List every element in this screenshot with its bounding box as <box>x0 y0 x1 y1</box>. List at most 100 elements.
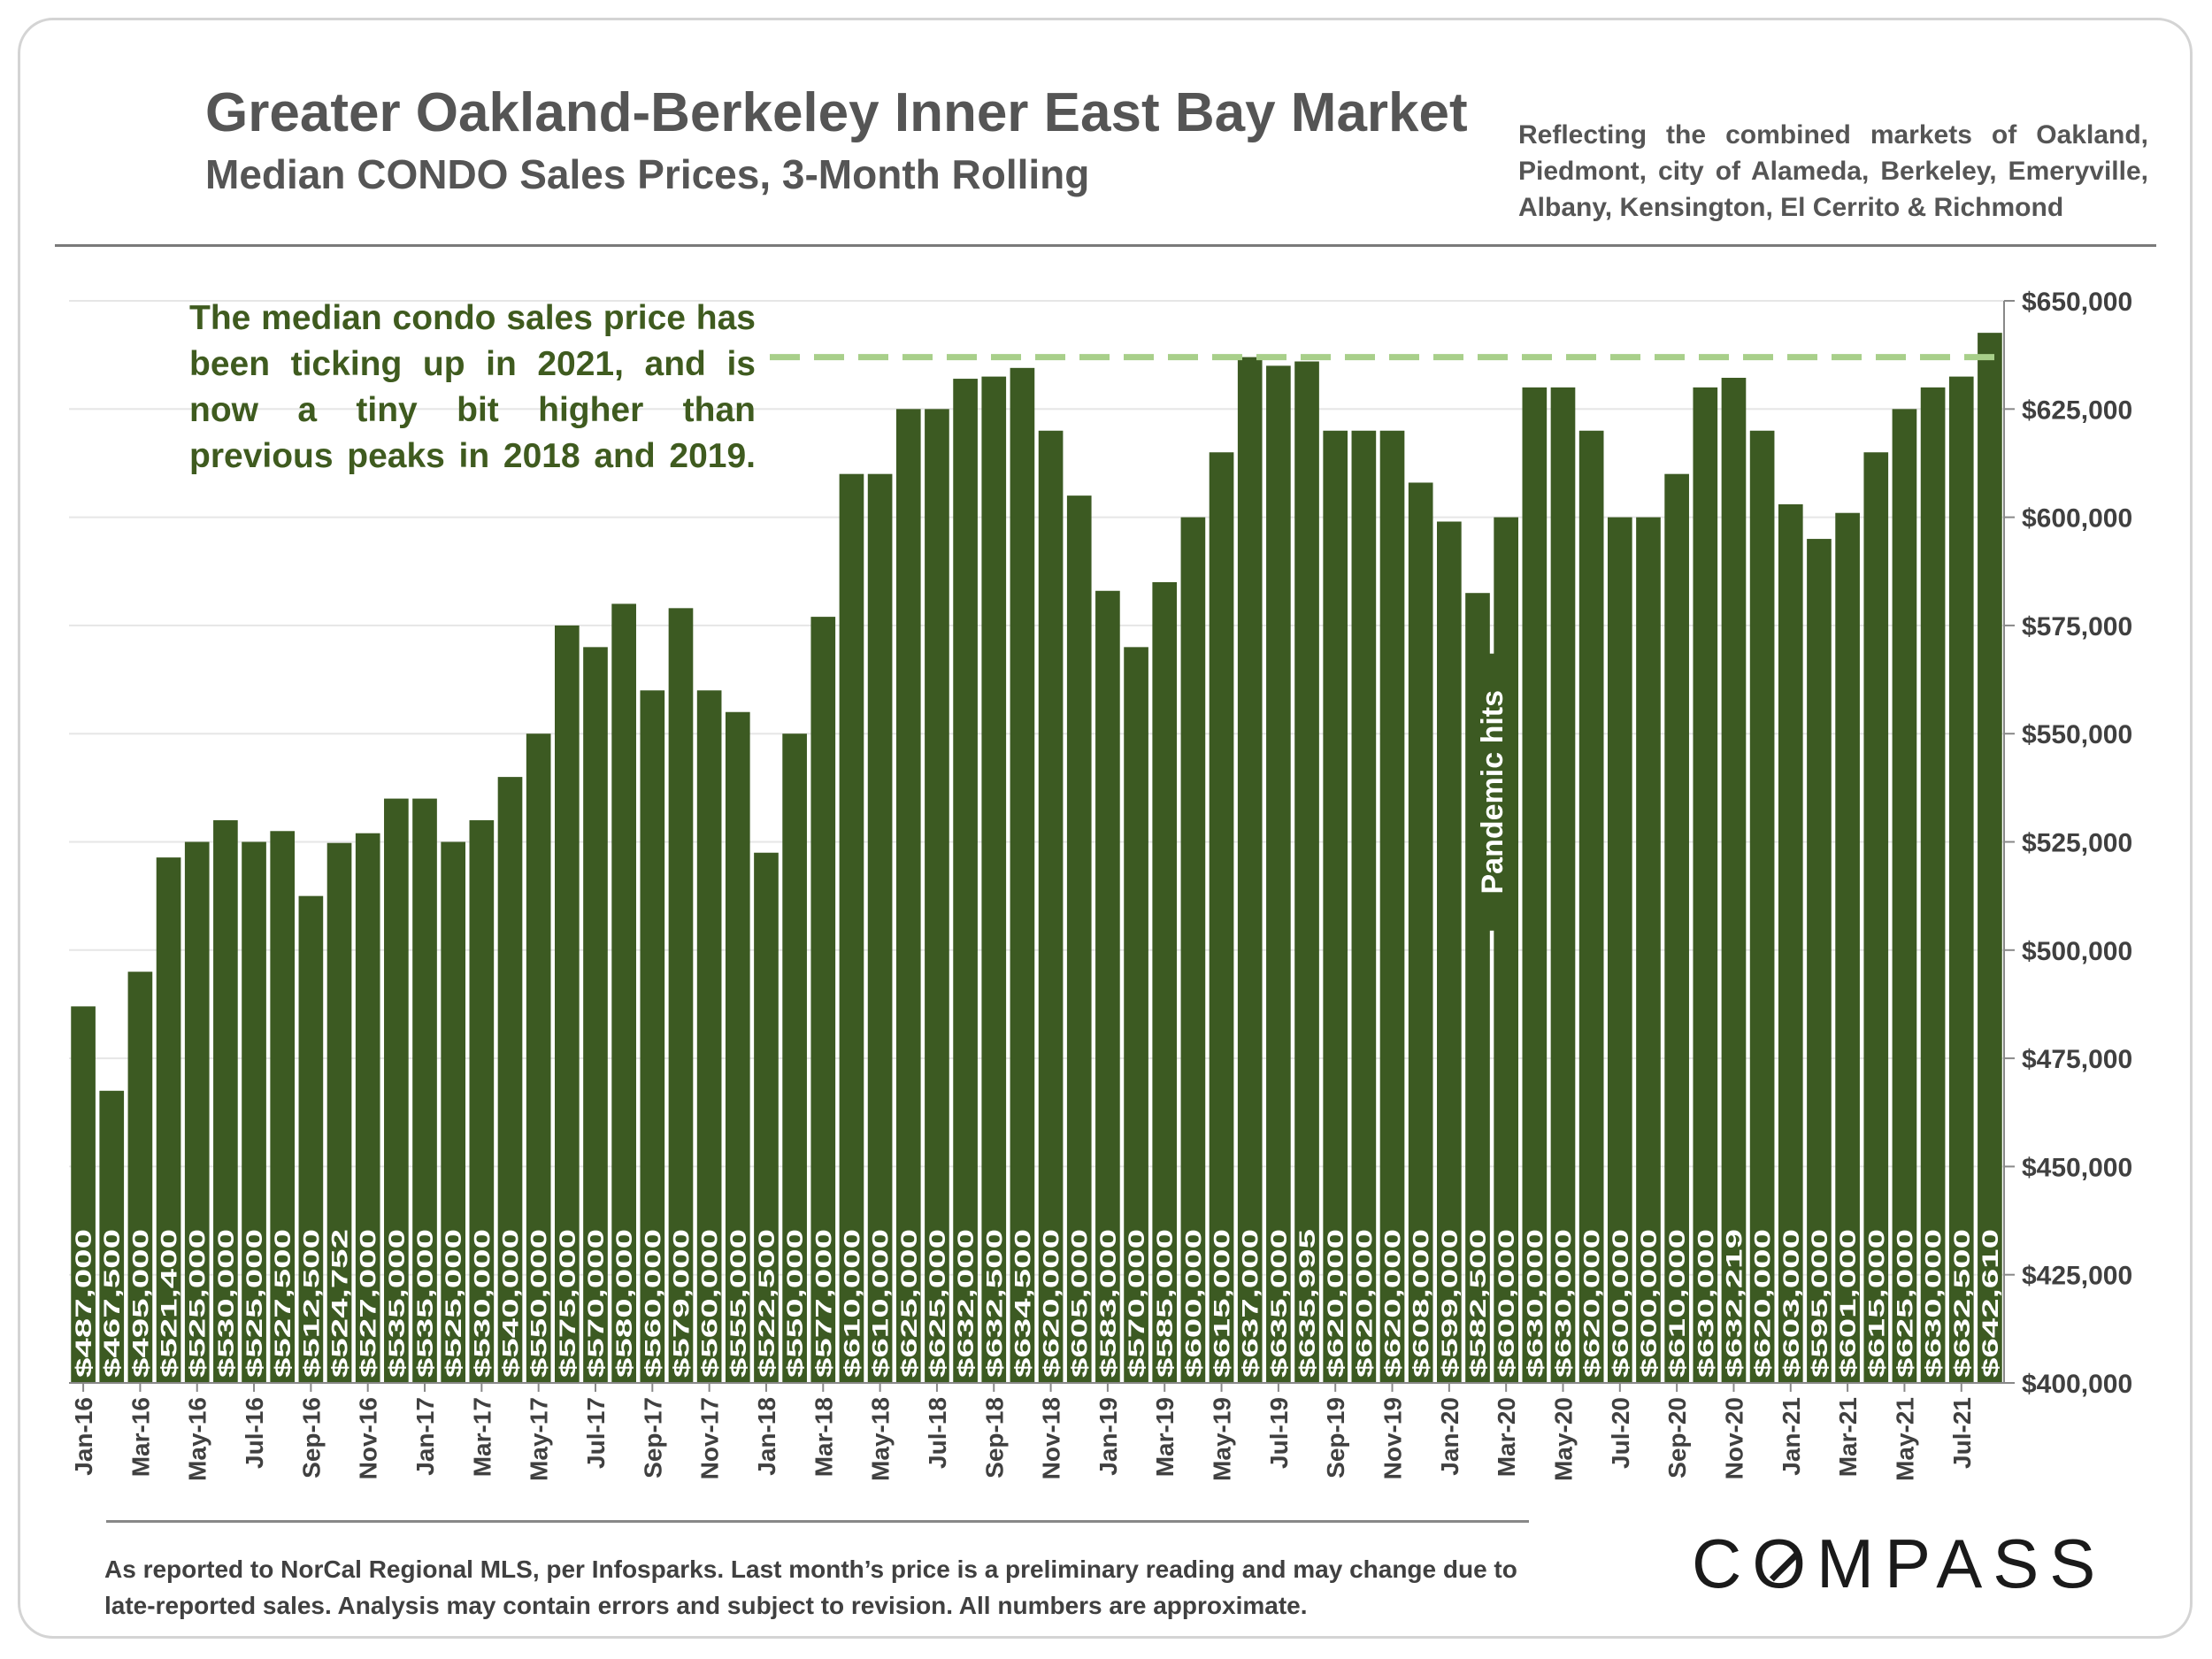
x-tick-label: Nov-17 <box>696 1397 724 1479</box>
y-tick-label: $475,000 <box>2022 1045 2132 1074</box>
bar <box>696 690 722 1383</box>
y-tick-label: $525,000 <box>2022 829 2132 858</box>
data-label: $637,000 <box>1239 1229 1263 1378</box>
bar <box>1095 590 1120 1383</box>
bar <box>810 617 836 1383</box>
data-label: $608,000 <box>1409 1229 1434 1378</box>
bar <box>1351 430 1377 1383</box>
bar <box>242 841 266 1383</box>
bar <box>611 603 636 1383</box>
data-label: $527,500 <box>271 1229 296 1378</box>
data-label: $495,000 <box>128 1229 153 1378</box>
data-label: $521,400 <box>157 1229 182 1378</box>
data-label: $630,000 <box>1551 1229 1576 1378</box>
bar <box>526 733 551 1383</box>
x-tick-label: Jul-21 <box>1948 1397 1976 1469</box>
data-label: $530,000 <box>214 1229 239 1378</box>
data-label: $550,000 <box>783 1229 808 1378</box>
x-tick-label: Jul-16 <box>241 1397 268 1469</box>
bar <box>1379 430 1405 1383</box>
bar <box>497 777 523 1383</box>
data-label: $467,500 <box>100 1229 125 1378</box>
y-tick-label: $600,000 <box>2022 504 2132 534</box>
bar <box>839 473 864 1384</box>
bar <box>71 1006 96 1383</box>
data-label: $620,000 <box>1580 1229 1605 1378</box>
bar <box>1066 495 1092 1383</box>
y-tick-label: $650,000 <box>2022 288 2132 317</box>
data-label: $632,000 <box>954 1229 979 1378</box>
x-tick-label: Jan-17 <box>411 1397 439 1476</box>
bar <box>1323 430 1348 1383</box>
x-tick-label: May-16 <box>184 1397 211 1481</box>
x-tick-label: May-18 <box>867 1397 895 1481</box>
data-label: $535,000 <box>385 1229 410 1378</box>
bar <box>326 842 352 1383</box>
bar <box>156 857 181 1383</box>
data-label: $580,000 <box>612 1229 637 1378</box>
data-label: $630,000 <box>1922 1229 1947 1378</box>
bar <box>1636 517 1661 1383</box>
data-label: $555,000 <box>726 1229 751 1378</box>
bar <box>925 409 949 1383</box>
data-label: $605,000 <box>1068 1229 1093 1378</box>
chart-title: Greater Oakland-Berkeley Inner East Bay … <box>205 82 1468 143</box>
data-label: $620,000 <box>1381 1229 1406 1378</box>
y-tick-label: $425,000 <box>2022 1262 2132 1291</box>
x-tick-label: Nov-20 <box>1720 1397 1747 1479</box>
market-coverage-note: Reflecting the combined markets of Oakla… <box>1518 120 2148 222</box>
bar <box>1152 581 1178 1383</box>
bar <box>1437 521 1462 1383</box>
data-label: $620,000 <box>1352 1229 1377 1378</box>
footer-divider <box>106 1520 1529 1523</box>
bar <box>1693 387 1718 1384</box>
data-label: $583,000 <box>1096 1229 1121 1378</box>
bar <box>1578 430 1604 1383</box>
bar <box>1010 367 1035 1384</box>
data-label: $579,000 <box>669 1229 694 1378</box>
bar <box>1863 452 1889 1384</box>
data-label: $615,000 <box>1864 1229 1889 1378</box>
data-label: $525,000 <box>242 1229 267 1378</box>
data-label: $635,000 <box>1267 1229 1292 1378</box>
bar <box>1749 430 1775 1383</box>
x-tick-label: Nov-18 <box>1038 1397 1065 1479</box>
data-label: $585,000 <box>1153 1229 1178 1378</box>
bar <box>668 608 694 1383</box>
data-label: $575,000 <box>556 1229 580 1378</box>
data-label: $625,000 <box>926 1229 950 1378</box>
bar <box>412 798 437 1383</box>
bar <box>754 852 779 1383</box>
data-label: $600,000 <box>1494 1229 1519 1378</box>
bar <box>127 972 153 1383</box>
bar <box>1978 333 2002 1384</box>
data-label: $535,000 <box>413 1229 438 1378</box>
bar <box>867 473 893 1384</box>
x-tick-label: Jan-19 <box>1094 1397 1122 1476</box>
data-label: $570,000 <box>584 1229 609 1378</box>
data-label: $620,000 <box>1751 1229 1776 1378</box>
y-tick-label: $550,000 <box>2022 720 2132 749</box>
x-tick-label: May-20 <box>1549 1397 1577 1481</box>
data-label: $582,500 <box>1466 1229 1491 1378</box>
x-tick-label: Jul-19 <box>1265 1397 1293 1469</box>
data-label: $600,000 <box>1609 1229 1633 1378</box>
data-label: $601,000 <box>1836 1229 1861 1378</box>
data-label: $527,000 <box>357 1229 381 1378</box>
data-label: $632,219 <box>1722 1229 1747 1378</box>
bar <box>1778 503 1803 1383</box>
bar <box>1237 357 1263 1384</box>
bar <box>1721 377 1747 1384</box>
bar <box>384 798 409 1383</box>
data-label: $620,000 <box>1040 1229 1064 1378</box>
data-label: $560,000 <box>641 1229 665 1378</box>
chart-subtitle: Median CONDO Sales Prices, 3-Month Rolli… <box>205 151 1090 197</box>
bar <box>1948 376 1974 1383</box>
x-tick-label: Jul-20 <box>1607 1397 1634 1469</box>
data-label: $634,500 <box>1010 1229 1035 1378</box>
data-label: $560,000 <box>698 1229 723 1378</box>
data-label: $522,500 <box>755 1229 780 1378</box>
x-tick-label: May-19 <box>1209 1397 1236 1481</box>
data-label: $512,500 <box>299 1229 324 1378</box>
bar <box>1038 430 1064 1383</box>
